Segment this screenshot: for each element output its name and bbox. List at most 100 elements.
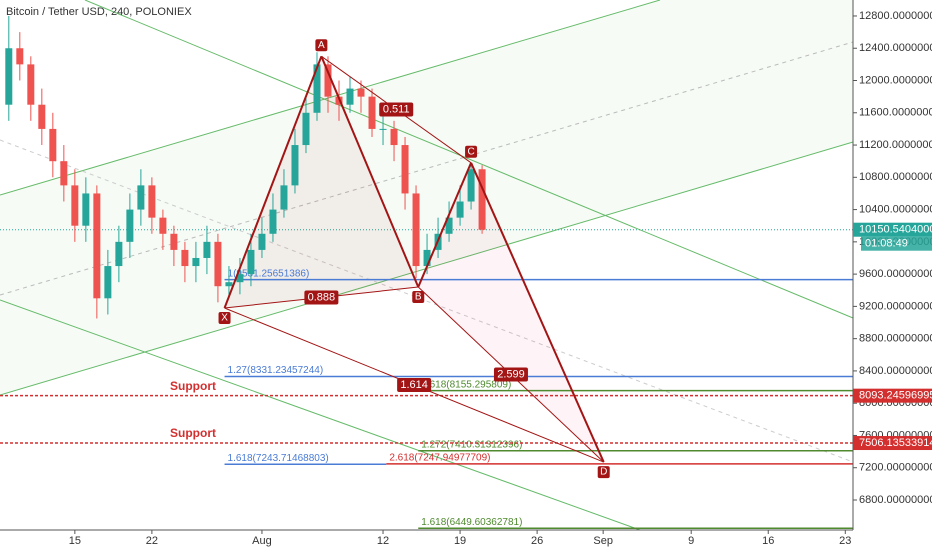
ratio-box xyxy=(493,367,528,382)
point-label: C xyxy=(467,146,474,157)
candle-body xyxy=(423,249,431,267)
fib-level-label: 1.27(8331.23457244) xyxy=(228,365,324,376)
candle-body xyxy=(104,266,112,299)
ratio-label: 1.614 xyxy=(400,379,428,391)
fib-level-label: 2.618(7247.94977709) xyxy=(389,452,490,463)
countdown-label: 01:08:49 xyxy=(865,238,908,250)
channel-fill xyxy=(0,0,853,395)
candle-body xyxy=(159,217,167,234)
fib-level-label: 1.618(6449.60362781) xyxy=(421,517,522,528)
ratio-label: 0.888 xyxy=(308,291,336,303)
y-tick-label: 12800.00000000 xyxy=(859,10,932,22)
candle-body xyxy=(291,145,299,186)
pattern-leg xyxy=(470,162,605,463)
channel-line xyxy=(0,0,661,196)
candle-body xyxy=(412,193,420,267)
axis-price-box xyxy=(853,436,932,451)
y-tick-label: 11600.00000000 xyxy=(859,107,932,119)
candle-body xyxy=(16,48,24,65)
price-axis xyxy=(853,0,932,550)
candle-body xyxy=(346,88,354,105)
ratio-box xyxy=(304,290,339,305)
x-tick-label: 23 xyxy=(839,535,851,547)
fib-level-label: 1.618(8155.295809) xyxy=(421,379,511,390)
axis-price-label: 7506.13533914 xyxy=(859,437,932,449)
y-tick-label: 12400.00000000 xyxy=(859,42,932,54)
y-tick-label: 8800.00000000 xyxy=(859,333,932,345)
pattern-leg xyxy=(320,55,420,288)
x-tick-label: 22 xyxy=(146,535,158,547)
candle-body xyxy=(225,282,233,287)
y-tick-label: 7200.00000000 xyxy=(859,462,932,474)
axis-price-box xyxy=(853,388,932,403)
point-box xyxy=(465,145,478,158)
candle-body xyxy=(214,241,222,287)
candle-body xyxy=(170,233,178,250)
candle-body xyxy=(390,128,398,146)
channel-line xyxy=(0,299,641,531)
candle-body xyxy=(269,209,277,234)
pattern-leg xyxy=(417,162,472,288)
support-label: Support xyxy=(170,379,216,393)
ratio-label: 0.511 xyxy=(383,103,410,115)
x-tick-label: Aug xyxy=(252,535,272,547)
point-label: A xyxy=(318,40,325,51)
fib-level-label: 1.618(7243.71468803) xyxy=(228,453,329,464)
candle-body xyxy=(60,161,68,186)
candle-body xyxy=(236,274,244,283)
pattern-fill xyxy=(418,162,604,463)
point-label: X xyxy=(221,313,228,324)
candle-body xyxy=(38,104,46,129)
candle-body xyxy=(379,128,387,130)
candle-body xyxy=(137,185,145,210)
point-box xyxy=(315,39,328,52)
candle-body xyxy=(71,185,79,226)
fib-level-label: 1(9531.25651386) xyxy=(228,268,310,279)
last-price-label: 10150.54040000 xyxy=(859,224,932,236)
candle-body xyxy=(247,249,255,275)
candle-body xyxy=(445,217,453,234)
x-tick-label: 9 xyxy=(688,535,694,547)
x-tick-label: 19 xyxy=(454,535,466,547)
axis-price-label: 8093.24596995 xyxy=(859,390,932,402)
candle-body xyxy=(93,193,101,299)
last-price-box xyxy=(853,222,932,237)
candle-body xyxy=(324,64,332,97)
point-label: D xyxy=(600,467,607,478)
y-tick-label: 9600.00000000 xyxy=(859,268,932,280)
candle-body xyxy=(148,185,156,218)
ratio-label: 2.599 xyxy=(497,368,525,380)
point-box xyxy=(597,466,610,479)
ratio-box xyxy=(397,378,432,393)
x-tick-label: 26 xyxy=(531,535,543,547)
candle-body xyxy=(5,48,13,105)
candle-body xyxy=(49,128,57,162)
x-tick-label: 15 xyxy=(69,535,81,547)
x-tick-label: 12 xyxy=(377,535,389,547)
candle-body xyxy=(192,257,200,267)
pattern-leg xyxy=(223,55,323,309)
candle-body xyxy=(280,185,288,210)
candle-body xyxy=(478,169,486,230)
candle-body xyxy=(126,209,134,242)
fib-level-label: 1.272(7410.31312396) xyxy=(421,439,522,450)
candle-body xyxy=(368,96,376,129)
y-tick-label: 9200.00000000 xyxy=(859,300,932,312)
pattern-fill xyxy=(224,56,419,308)
candle-body xyxy=(302,112,310,146)
point-box xyxy=(218,311,231,324)
support-label: Support xyxy=(170,426,216,440)
candle-body xyxy=(27,64,35,105)
point-label: B xyxy=(415,292,422,303)
candle-body xyxy=(313,64,321,113)
candle-body xyxy=(401,145,409,194)
candle-body xyxy=(115,241,123,267)
x-tick-label: 16 xyxy=(762,535,774,547)
candle-body xyxy=(203,241,211,258)
y-tick-label: 11200.00000000 xyxy=(859,139,932,151)
candle-body xyxy=(258,233,266,250)
y-tick-label: 10400.00000000 xyxy=(859,203,932,215)
y-tick-label: 6800.00000000 xyxy=(859,494,932,506)
point-box xyxy=(412,291,425,304)
